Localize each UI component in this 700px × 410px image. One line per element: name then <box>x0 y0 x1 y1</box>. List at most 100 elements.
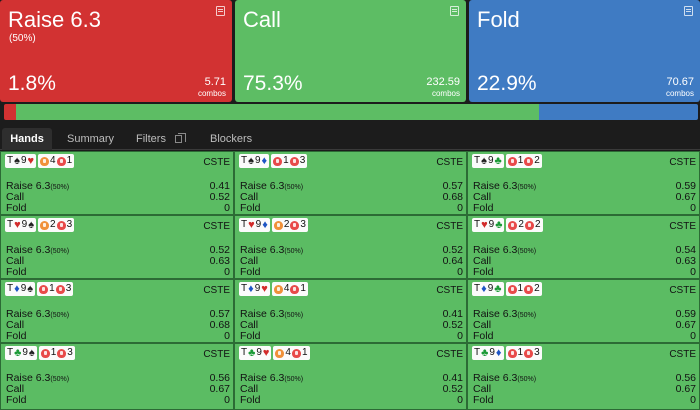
tab-summary[interactable]: Summary <box>67 128 114 150</box>
fold-row: Fold 0 <box>240 267 463 278</box>
card-suit: ♥ <box>261 283 268 295</box>
call-row: Call 0.67 <box>473 192 696 203</box>
raise-value: 0.52 <box>442 244 463 256</box>
fold-row: Fold 0 <box>240 203 463 214</box>
raise-action-card[interactable]: Raise 6.3 (50%) 1.8% 5.71 combos <box>0 0 232 102</box>
fold-label: Fold <box>473 202 494 214</box>
unblocker-count: 3 <box>66 219 73 230</box>
call-label: Call <box>473 383 492 395</box>
blocker-count: 1 <box>283 155 289 166</box>
hand-cell[interactable]: T ♥ 9 ♣ 2 2 CSTE Raise 6.3(50%) 0.54 Call 0.63 Fold… <box>467 215 700 279</box>
cste-tag: CSTE <box>436 157 463 168</box>
card-suit: ♦ <box>14 283 20 295</box>
call-row: Call 0.67 <box>6 384 230 395</box>
tab-hands[interactable]: Hands <box>2 128 52 150</box>
hand-cell[interactable]: T ♠ 9 ♣ 1 2 CSTE Raise 6.3(50%) 0.59 Call 0.67 Fold… <box>467 151 700 215</box>
fold-row: Fold 0 <box>473 267 696 278</box>
hand-cell[interactable]: T ♣ 9 ♠ 1 3 CSTE Raise 6.3(50%) 0.56 Call 0.67 Fold… <box>0 343 234 410</box>
call-label: Call <box>240 191 259 203</box>
hand-cell[interactable]: T ♥ 9 ♦ 2 3 CSTE Raise 6.3(50%) 0.52 Call 0.64 Fold… <box>234 215 467 279</box>
raise-row: Raise 6.3(50%) 0.57 <box>240 181 463 192</box>
call-title: Call <box>243 7 281 32</box>
raise-label: Raise 6.3(50%) <box>6 373 69 384</box>
note-icon[interactable] <box>684 6 693 16</box>
hand-cell[interactable]: T ♠ 9 ♥ 4 1 CSTE Raise 6.3(50%) 0.41 Call 0.52 Fold… <box>0 151 234 215</box>
raise-label: Raise 6.3(50%) <box>473 309 536 320</box>
card-suit: ♥ <box>248 219 255 231</box>
blocker-icon <box>507 156 517 166</box>
call-label: Call <box>473 191 492 203</box>
blocker-count: 2 <box>50 219 56 230</box>
unblocker-icon <box>290 220 300 230</box>
hand-chips: T ♥ 9 ♦ 2 3 <box>239 218 308 232</box>
raise-label-text: Raise 6.3 <box>240 244 285 256</box>
card-suit: ♥ <box>27 155 35 167</box>
call-value: 0.67 <box>675 191 696 203</box>
fold-value: 0 <box>224 202 230 214</box>
hand-cell[interactable]: T ♥ 9 ♠ 2 3 CSTE Raise 6.3(50%) 0.52 Call 0.63 Fold… <box>0 215 234 279</box>
call-value: 0.52 <box>442 383 463 395</box>
raise-value: 0.56 <box>675 372 696 384</box>
hand-cell[interactable]: T ♣ 9 ♥ 4 1 CSTE Raise 6.3(50%) 0.41 Call 0.52 Fold… <box>234 343 467 410</box>
raise-size-label: (50%) <box>50 184 70 191</box>
fold-combos-label: combos <box>665 89 694 98</box>
card-rank: T <box>241 219 248 230</box>
raise-label: Raise 6.3(50%) <box>6 181 69 192</box>
raise-label-text: Raise 6.3 <box>473 372 518 384</box>
card-suit: ♦ <box>261 155 268 167</box>
cste-tag: CSTE <box>203 221 230 232</box>
raise-row: Raise 6.3(50%) 0.59 <box>473 309 696 320</box>
call-row: Call 0.68 <box>6 320 230 331</box>
raise-size-label: (50%) <box>50 376 70 383</box>
blocker-icon <box>40 156 50 166</box>
fold-value: 0 <box>224 266 230 278</box>
hand-combo: T ♥ 9 ♦ <box>239 218 270 232</box>
hand-cell[interactable]: T ♠ 9 ♦ 1 3 CSTE Raise 6.3(50%) 0.57 Call 0.68 Fold… <box>234 151 467 215</box>
frequency-segment-fold <box>539 104 698 120</box>
fold-value: 0 <box>457 394 463 406</box>
hand-cell[interactable]: T ♦ 9 ♠ 1 3 CSTE Raise 6.3(50%) 0.57 Call 0.68 Fold… <box>0 279 234 343</box>
note-icon[interactable] <box>450 6 459 16</box>
fold-action-card[interactable]: Fold 22.9% 70.67 combos <box>469 0 700 102</box>
call-row: Call 0.63 <box>473 256 696 267</box>
hand-chips: T ♣ 9 ♦ 1 3 <box>472 346 542 360</box>
fold-value: 0 <box>224 330 230 342</box>
call-value: 0.63 <box>675 255 696 267</box>
hand-combo: T ♦ 9 ♥ <box>239 282 270 296</box>
tab-blockers[interactable]: Blockers <box>210 128 252 150</box>
fold-label: Fold <box>240 202 261 214</box>
raise-size-label: (50%) <box>284 184 304 191</box>
note-icon[interactable] <box>216 6 225 16</box>
cste-tag: CSTE <box>669 221 696 232</box>
call-action-card[interactable]: Call 75.3% 232.59 combos <box>235 0 466 102</box>
card-suit: ♦ <box>495 347 502 359</box>
raise-label-text: Raise 6.3 <box>6 244 51 256</box>
hand-combo: T ♥ 9 ♠ <box>5 218 37 232</box>
hand-cell[interactable]: T ♦ 9 ♥ 4 1 CSTE Raise 6.3(50%) 0.41 Call 0.52 Fold… <box>234 279 467 343</box>
fold-value: 0 <box>690 394 696 406</box>
card-rank: T <box>474 219 481 230</box>
unblocker-icon <box>524 156 534 166</box>
call-label: Call <box>473 319 492 331</box>
fold-row: Fold 0 <box>240 395 463 406</box>
copy-icon[interactable] <box>175 133 187 143</box>
hand-chips: T ♣ 9 ♠ 1 3 <box>5 346 75 360</box>
unblocker-icon <box>56 156 66 166</box>
tab-filters[interactable]: Filters <box>136 128 187 150</box>
fold-row: Fold 0 <box>473 395 696 406</box>
hand-cell[interactable]: T ♣ 9 ♦ 1 3 CSTE Raise 6.3(50%) 0.56 Call 0.67 Fold… <box>467 343 700 410</box>
call-value: 0.52 <box>442 319 463 331</box>
fold-label: Fold <box>6 394 27 406</box>
raise-size-label: (50%) <box>517 184 537 191</box>
card-rank: 9 <box>22 347 28 358</box>
unblocker-count: 2 <box>534 155 540 166</box>
cste-tag: CSTE <box>203 349 230 360</box>
hand-cell[interactable]: T ♦ 9 ♣ 1 2 CSTE Raise 6.3(50%) 0.59 Call 0.67 Fold… <box>467 279 700 343</box>
raise-row: Raise 6.3(50%) 0.41 <box>240 309 463 320</box>
raise-row: Raise 6.3(50%) 0.41 <box>240 373 463 384</box>
card-suit: ♥ <box>481 219 488 231</box>
blocker-icon <box>40 220 50 230</box>
